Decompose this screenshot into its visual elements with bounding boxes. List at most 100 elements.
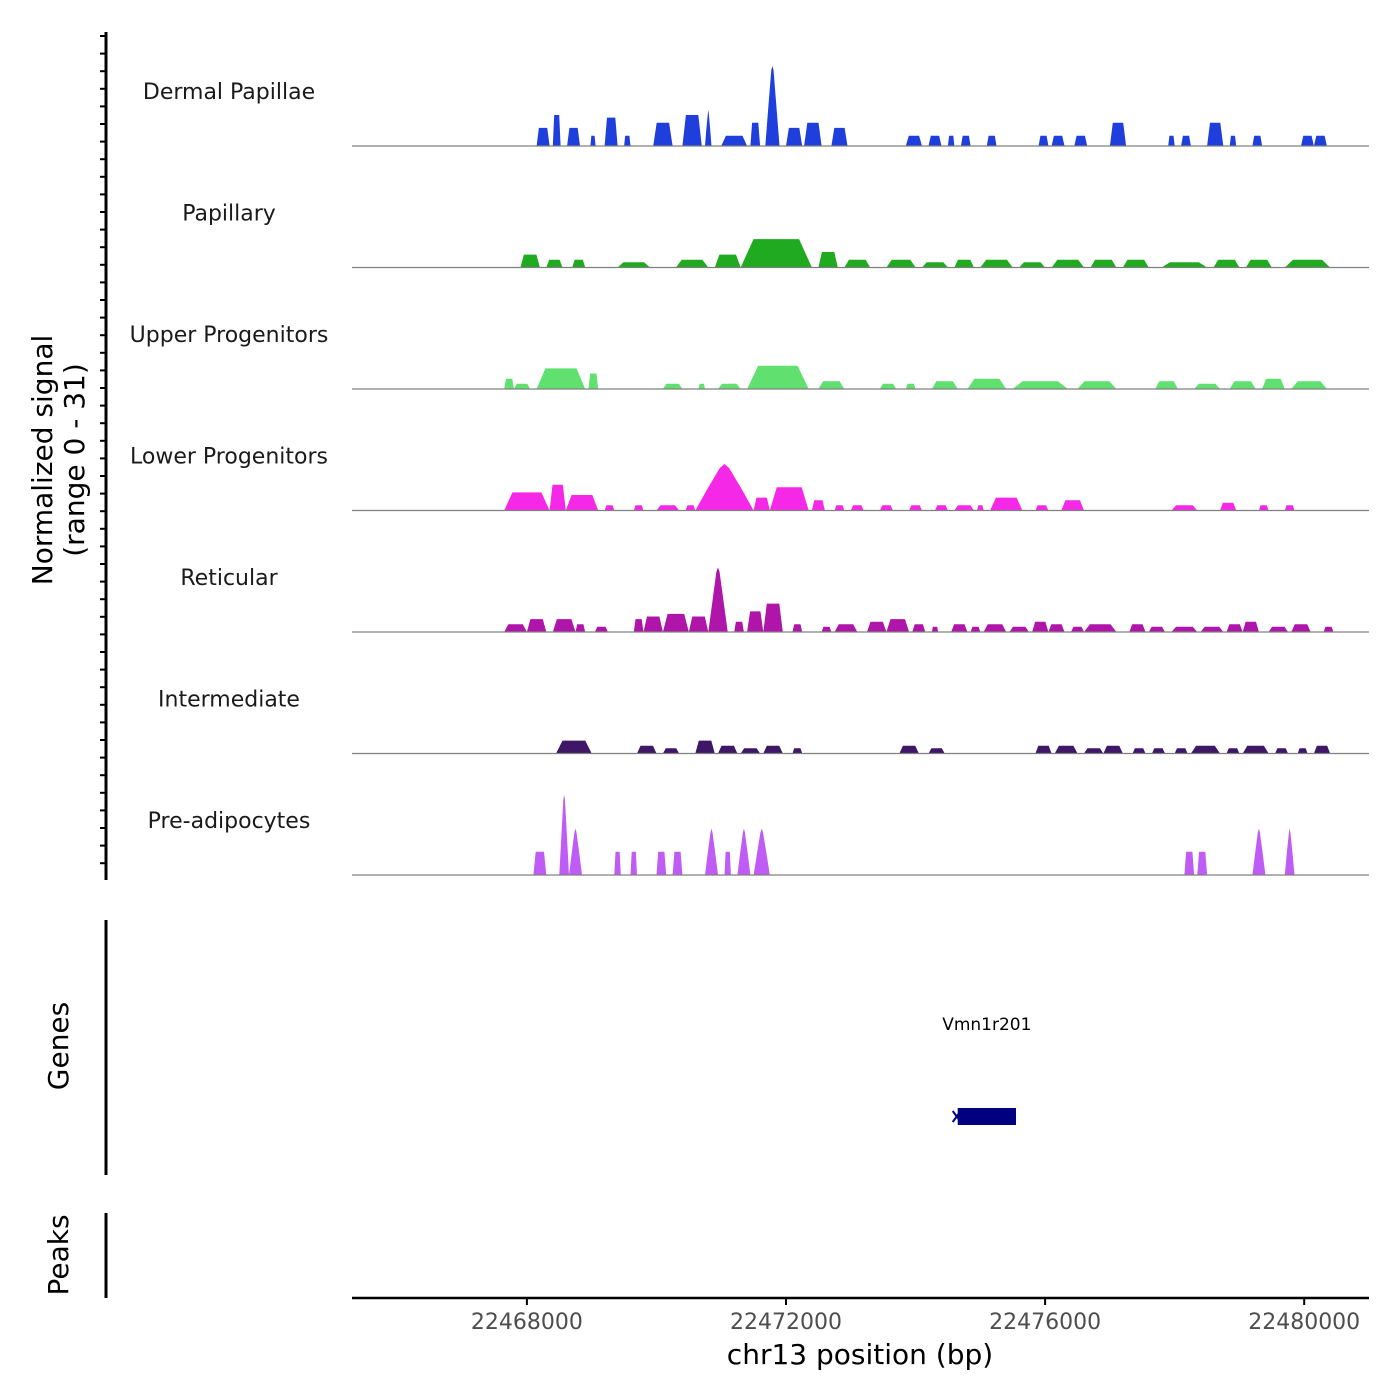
signal-peak [821,626,832,632]
signal-peak [786,127,803,146]
signal-peak [1268,626,1288,632]
signal-peak [1200,626,1224,632]
signal-peak [734,621,744,632]
signal-peak [1284,505,1295,511]
signal-peak [931,626,939,632]
signal-peak [970,626,981,632]
signal-peak [753,828,770,875]
signal-peak [1284,828,1295,875]
signal-peak [818,381,845,389]
signal-peak [536,127,550,146]
signal-peak [765,66,780,146]
signal-y-title: Normalized signal [26,335,59,586]
signal-peak [750,122,761,146]
signal-peak [804,122,822,146]
gene-body [957,1108,1016,1125]
signal-peak [763,603,783,632]
signal-peak [1197,851,1208,875]
signal-peak [1051,135,1065,146]
signal-peak [630,851,637,875]
signal-peak [604,117,618,146]
signal-peak [588,373,599,389]
signal-peak [1213,259,1240,268]
signal-peak [811,500,825,511]
signal-peak [549,484,566,511]
signal-peak [905,383,916,389]
signal-peak [747,365,809,389]
signal-peak [1275,748,1288,754]
signal-peak [1009,626,1029,632]
x-axis-ticks: 22468000 22472000 22476000 22480000 [471,1298,1360,1335]
signal-peak [1171,505,1198,511]
track-label: Papillary [182,202,276,227]
signal-peak [1258,505,1269,511]
signal-peak [695,740,715,754]
signal-peak [879,383,897,389]
signal-peak [1229,135,1237,146]
signal-peak [831,127,848,146]
signal-peak [834,624,858,632]
signal-peak [867,621,887,632]
signal-peak [698,383,705,389]
gene-track: Vmn1r201 [942,1015,1031,1125]
signal-peak [565,495,599,511]
signal-peak [740,239,812,268]
x-axis-title: chr13 position (bp) [727,1338,993,1371]
signal-peak [633,505,644,511]
signal-peak [909,505,922,511]
signal-peak [569,828,582,875]
signal-peak [747,611,764,632]
signal-peak [753,497,770,511]
signal-peak [559,795,569,875]
signal-peak [614,851,621,875]
signal-peak [695,464,754,511]
signal-peak [637,745,657,754]
signal-peak [1323,626,1334,632]
track-label: Lower Progenitors [130,445,328,470]
signal-peak [850,505,864,511]
signal-peak [656,851,667,875]
signal-peak [983,624,1007,632]
signal-peak [572,259,586,268]
signal-peak [617,262,650,268]
signal-peak [1035,505,1049,511]
signal-peak [1161,262,1208,268]
signal-peak [1171,626,1198,632]
signal-peak [721,135,748,146]
signal-peak [1242,621,1259,632]
signal-peak [1148,626,1165,632]
track-intermediate: Intermediate [158,688,1369,755]
signal-peak [504,378,514,389]
signal-peak [604,505,615,511]
signal-peak [1032,621,1049,632]
signal-peak [740,748,761,754]
signal-peak [1035,745,1052,754]
signal-peak [675,259,709,268]
signal-peak [714,254,741,268]
signal-peak [1181,135,1191,146]
signal-peak [1038,135,1049,146]
signal-peak [633,619,644,632]
signal-peak [552,115,561,146]
signal-peak [662,748,680,754]
signal-peak [1152,748,1165,754]
track-label: Intermediate [158,688,300,713]
signal-peak [1291,381,1327,389]
signal-peak [990,497,1023,511]
signal-peak [986,135,997,146]
signal-peak [1054,745,1078,754]
signal-peak [1168,135,1175,146]
track-label: Upper Progenitors [130,323,329,348]
track-pre-adipocytes: Pre-adipocytes [148,795,1369,876]
signal-tracks: Dermal Papillae Papillary Upper Progenitor… [130,66,1369,876]
track-upper-progenitors: Upper Progenitors [130,323,1369,390]
signal-y-ticks [100,35,106,865]
gene-strand-marker [951,1110,962,1123]
track-label: Reticular [180,566,278,591]
signal-peak [1242,745,1269,754]
signal-peak [594,626,608,632]
signal-peak [590,135,596,146]
signal-peak [1262,378,1285,389]
signal-peak [624,135,631,146]
